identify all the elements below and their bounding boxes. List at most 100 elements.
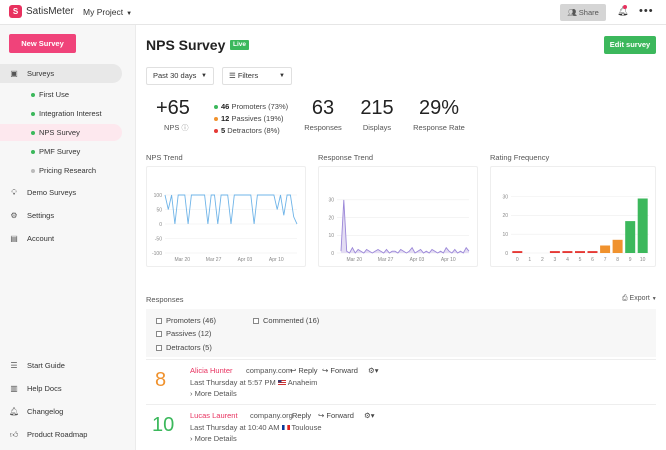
response-score: 8 (155, 369, 167, 391)
sidebar-item-help-docs[interactable]: ▥ Help Docs (0, 379, 122, 398)
more-menu-icon[interactable]: ••• (639, 5, 654, 17)
nps-trend-chart: 100 50 0 -50 -100 Mar 20 Mar 27 Apr 03 Apr 10 (146, 166, 306, 267)
sidebar-survey-nps[interactable]: NPS Survey (0, 124, 122, 141)
checkbox-label: Passives (12) (166, 329, 212, 338)
passives-count: 12 (221, 114, 230, 123)
status-badge: Live (230, 40, 250, 50)
sidebar-item-label: Changelog (27, 407, 64, 416)
respondent-company: company.org (250, 411, 293, 420)
project-selector[interactable]: My Project ▼ (83, 7, 132, 17)
more-details-label: More Details (194, 389, 237, 398)
forward-icon: ↪ (322, 366, 331, 375)
sidebar-item-label: Surveys (27, 69, 55, 78)
respondent-name[interactable]: Lucas Laurent (190, 411, 238, 420)
us-flag-icon (277, 380, 286, 385)
notifications-button[interactable]: 🔔︎ (617, 5, 629, 17)
rating-bar-3 (549, 251, 560, 253)
displays-label: Displays (362, 123, 392, 132)
detractors-text: Detractors (8%) (227, 126, 280, 135)
more-details-toggle[interactable]: › More Details (190, 389, 237, 398)
y-tick-label: -50 (155, 236, 162, 242)
sidebar-survey-pricing-research[interactable]: Pricing Research (0, 162, 122, 179)
sidebar-item-label: Demo Surveys (27, 188, 77, 197)
rating-bar-8 (612, 239, 623, 253)
row-settings-menu[interactable]: ⚙▾ (364, 411, 375, 420)
sidebar-survey-first-use[interactable]: First Use (0, 86, 122, 103)
response-location: Anaheim (287, 378, 318, 387)
y-tick-label: 20 (328, 215, 334, 221)
gear-icon: ⚙▾ (368, 366, 379, 375)
sidebar-item-product-roadmap[interactable]: 👍︎ Product Roadmap (0, 425, 122, 444)
survey-label: Integration Interest (39, 109, 102, 118)
forward-label: Forward (330, 366, 358, 375)
response-time: Last Thursday at 10:40 AM (190, 423, 280, 432)
nps-label-text: NPS (164, 123, 180, 132)
project-name: My Project (83, 7, 124, 17)
sidebar-item-demo-surveys[interactable]: 💡︎ Demo Surveys (0, 183, 122, 202)
logo-icon: S (9, 5, 22, 18)
sidebar-item-settings[interactable]: ⚙︎ Settings (0, 206, 122, 225)
row-settings-menu[interactable]: ⚙▾ (368, 366, 379, 375)
info-icon[interactable]: ⓘ (181, 125, 189, 132)
x-tick-label: 10 (640, 257, 646, 263)
sidebar-survey-pmf[interactable]: PMF Survey (0, 143, 122, 160)
reply-label: Reply (292, 411, 312, 420)
promoters-row: 46 Promoters (73%) (214, 101, 288, 113)
sidebar-survey-integration-interest[interactable]: Integration Interest (0, 105, 122, 122)
edit-survey-button[interactable]: Edit survey (604, 36, 656, 54)
thumbs-up-icon: 👍︎ (9, 430, 19, 439)
sidebar-item-label: Product Roadmap (27, 430, 88, 439)
x-tick-label: Mar 27 (206, 257, 222, 263)
passives-text: Passives (19%) (231, 114, 284, 123)
nps-trend-title: NPS Trend (146, 153, 183, 162)
response-filters: Promoters (46) Passives (12) Detractors … (146, 309, 656, 357)
sidebar-item-changelog[interactable]: 🔔︎ Changelog (0, 402, 122, 421)
filters-select[interactable]: ☰ Filters ▼ (222, 67, 292, 85)
more-details-toggle[interactable]: › More Details (190, 434, 237, 443)
rating-bar-10 (637, 198, 648, 253)
x-tick-label: Mar 20 (346, 257, 362, 263)
surveys-icon: ▣ (10, 69, 18, 78)
x-tick-label: 1 (528, 257, 531, 263)
response-trend-area (341, 199, 469, 253)
y-tick-label: 100 (154, 193, 163, 199)
responses-heading: Responses (146, 295, 184, 304)
survey-label: Pricing Research (39, 166, 97, 175)
account-icon: ▤ (10, 234, 18, 243)
reply-button[interactable]: ↩ Reply (290, 366, 318, 375)
filter-passives-checkbox[interactable]: Passives (12) (156, 329, 211, 339)
forward-button[interactable]: ↪ Forward (318, 411, 354, 420)
sidebar-item-account[interactable]: ▤ Account (0, 229, 122, 248)
response-row: 8 Alicia Hunter company.com ↩ Reply ↪ Fo… (146, 359, 656, 403)
sidebar-item-surveys[interactable]: ▣ Surveys (0, 64, 122, 83)
new-survey-button[interactable]: New Survey (9, 34, 76, 53)
export-button[interactable]: ⎙ Export ▼ (622, 295, 657, 303)
status-dot (31, 112, 35, 116)
fr-flag-icon (281, 425, 290, 430)
detractors-row: 5 Detractors (8%) (214, 125, 288, 137)
rating-bar-5 (575, 251, 585, 253)
x-tick-label: 3 (554, 257, 557, 263)
filter-promoters-checkbox[interactable]: Promoters (46) (156, 316, 216, 326)
bell-icon: 🔔︎ (617, 6, 629, 16)
reply-button[interactable]: Reply (292, 411, 311, 420)
x-tick-label: 4 (566, 257, 569, 263)
y-tick-label: 0 (159, 222, 162, 228)
checkbox-icon (156, 331, 162, 337)
checklist-icon: ☰ (10, 361, 18, 370)
forward-button[interactable]: ↪ Forward (322, 366, 358, 375)
sidebar-item-start-guide[interactable]: ☰ Start Guide (0, 356, 122, 375)
promoters-text: Promoters (73%) (231, 102, 289, 111)
filter-commented-checkbox[interactable]: Commented (16) (253, 316, 319, 326)
response-row: 10 Lucas Laurent company.org Reply ↪ For… (146, 404, 656, 448)
y-tick-label: 30 (502, 194, 508, 200)
displays-value: 215 (360, 97, 394, 119)
checkbox-label: Commented (16) (263, 316, 320, 325)
filter-detractors-checkbox[interactable]: Detractors (5) (156, 343, 212, 353)
users-icon: 👥︎ (567, 8, 579, 17)
share-button[interactable]: 👥︎ Share (560, 4, 606, 21)
respondent-name[interactable]: Alicia Hunter (190, 366, 233, 375)
period-select[interactable]: Past 30 days ▼ (146, 67, 214, 85)
y-tick-label: 10 (502, 232, 508, 238)
sidebar-item-label: Start Guide (27, 361, 65, 370)
